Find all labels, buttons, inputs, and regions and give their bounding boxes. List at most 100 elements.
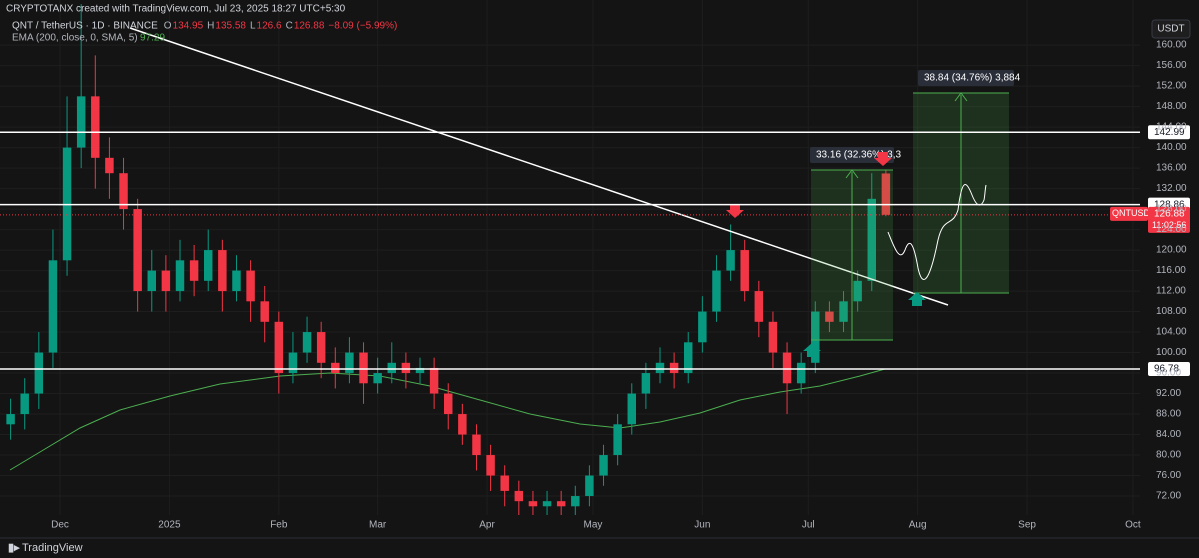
brand: TradingView xyxy=(22,542,83,554)
x-tick-label: Jun xyxy=(694,520,710,531)
candle-body xyxy=(585,475,594,497)
candle-body xyxy=(754,291,764,322)
projection-path xyxy=(887,184,987,281)
level-tag xyxy=(1148,362,1190,377)
candle-body xyxy=(218,250,227,292)
candle-body xyxy=(796,362,806,384)
candle-body xyxy=(486,455,495,476)
candle-body xyxy=(387,362,396,374)
candle-body xyxy=(726,250,735,271)
legend-key: L xyxy=(250,21,256,32)
candle-body xyxy=(76,96,86,148)
y-tick-label: 108.00 xyxy=(1156,306,1187,317)
candle-body xyxy=(768,321,778,353)
legend-symbol: QNT / TetherUS · 1D · BINANCE xyxy=(12,21,158,32)
buy-arrow xyxy=(803,343,821,357)
currency-label[interactable]: USDT xyxy=(1157,24,1184,35)
candle-body xyxy=(571,496,580,507)
y-tick-label: 96.00 xyxy=(1156,368,1181,379)
level-tag xyxy=(1148,125,1190,140)
x-tick-label: Apr xyxy=(479,520,495,531)
label-box xyxy=(810,147,894,163)
candle-body xyxy=(204,250,213,281)
candle-body xyxy=(189,260,199,281)
label-box xyxy=(918,70,1014,86)
candle-body xyxy=(161,270,171,292)
candle-body xyxy=(6,414,15,425)
y-tick-label: 76.00 xyxy=(1156,470,1181,481)
candle-body xyxy=(274,321,284,374)
candle-body xyxy=(853,280,862,302)
candle-body xyxy=(246,270,255,302)
legend-value: 135.58 xyxy=(215,21,246,32)
trend-line xyxy=(129,27,949,306)
arrow-head xyxy=(845,169,859,179)
candle-body xyxy=(373,373,382,384)
y-tick-label: 136.00 xyxy=(1156,163,1187,174)
candle-body xyxy=(458,414,467,435)
candle-body xyxy=(288,352,298,374)
candle-body xyxy=(514,490,524,502)
axes: 72.00 76.00 80.00 84.00 88.00 92.00 96.00 100.0… xyxy=(51,40,1187,531)
legend-value: 126.6 xyxy=(257,21,282,32)
candle-body xyxy=(316,332,326,363)
candle-body xyxy=(782,352,792,384)
candle-body xyxy=(698,311,707,343)
candle-body xyxy=(542,501,552,507)
candle-body xyxy=(825,311,834,322)
price-tag-countdown: 11:02:56 xyxy=(1152,220,1186,230)
buy-arrow xyxy=(908,292,926,306)
candle-body xyxy=(302,332,312,353)
candle-body xyxy=(48,260,58,353)
candle-body xyxy=(175,260,185,292)
arrow-head xyxy=(954,92,968,102)
level-label: 128.86 xyxy=(1154,199,1185,210)
candle-body xyxy=(119,173,128,210)
indicator-value: 97.29 xyxy=(140,33,165,44)
sell-arrow xyxy=(874,152,892,166)
candle-body xyxy=(740,250,749,292)
brand-icon: ▮▸ xyxy=(8,542,20,554)
candle-body xyxy=(556,501,566,507)
ema-line xyxy=(9,368,886,471)
currency-button[interactable] xyxy=(1151,19,1191,39)
candle-body xyxy=(599,455,608,476)
y-tick-label: 72.00 xyxy=(1156,491,1181,502)
y-tick-label: 88.00 xyxy=(1156,409,1181,420)
y-tick-label: 132.00 xyxy=(1156,183,1187,194)
legend-value: 134.95 xyxy=(173,21,204,32)
level-label: 142.99 xyxy=(1154,127,1185,138)
x-tick-label: Dec xyxy=(51,520,69,531)
y-tick-label: 124.00 xyxy=(1156,224,1187,235)
x-tick-label: Oct xyxy=(1125,520,1141,531)
y-tick-label: 152.00 xyxy=(1156,81,1187,92)
x-tick-label: Feb xyxy=(270,520,288,531)
candle-body xyxy=(444,393,453,415)
candle-body xyxy=(429,367,439,394)
y-tick-label: 100.00 xyxy=(1156,347,1187,358)
candle-body xyxy=(528,501,538,507)
candle-body xyxy=(500,475,509,491)
candle-body xyxy=(839,301,848,322)
y-tick-label: 144.00 xyxy=(1156,122,1187,133)
legend-value: 126.88 xyxy=(294,21,325,32)
y-tick-label: 116.00 xyxy=(1156,265,1186,276)
candle-body xyxy=(627,393,636,425)
candle-body xyxy=(712,270,721,312)
y-tick-label: 92.00 xyxy=(1156,388,1181,399)
y-tick-label: 120.00 xyxy=(1156,245,1187,256)
price-tag-value: 126.88 xyxy=(1154,208,1185,219)
candle-body xyxy=(147,270,156,292)
legend-key: C xyxy=(286,21,293,32)
x-tick-label: Mar xyxy=(369,520,387,531)
candle-body xyxy=(359,352,368,384)
candle-body xyxy=(331,362,340,374)
indicator-label: EMA (200, close, 0, SMA, 5) xyxy=(12,33,138,44)
candle-body xyxy=(415,367,425,374)
candle-body xyxy=(613,424,622,456)
x-tick-label: Sep xyxy=(1018,520,1036,531)
x-tick-label: 2025 xyxy=(158,520,181,531)
x-tick-label: Aug xyxy=(909,520,927,531)
candle-body xyxy=(684,342,693,374)
position-label: 33.16 (32.36%) 3,3 xyxy=(816,150,901,161)
